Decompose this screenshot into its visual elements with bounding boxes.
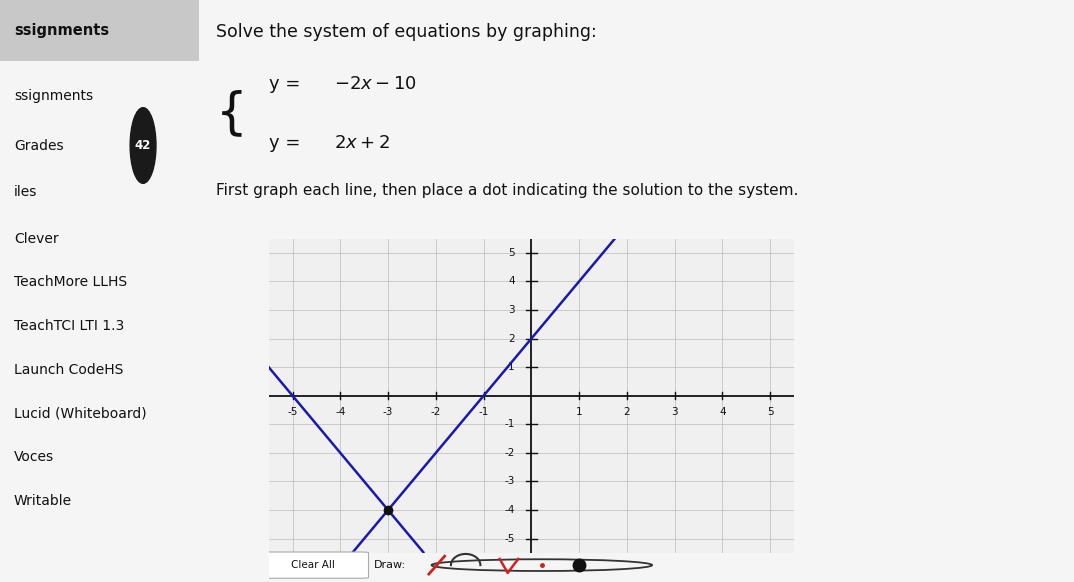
Text: -3: -3	[383, 407, 393, 417]
Text: 4: 4	[719, 407, 726, 417]
Text: Writable: Writable	[14, 494, 72, 508]
Text: -1: -1	[478, 407, 489, 417]
Text: 4: 4	[508, 276, 514, 286]
Text: ssignments: ssignments	[14, 89, 93, 103]
Text: 5: 5	[508, 248, 514, 258]
Text: Solve the system of equations by graphing:: Solve the system of equations by graphin…	[216, 23, 597, 41]
Text: Launch CodeHS: Launch CodeHS	[14, 363, 124, 377]
Text: 5: 5	[767, 407, 773, 417]
Text: -1: -1	[504, 419, 514, 430]
Text: Voces: Voces	[14, 450, 54, 464]
Text: -2: -2	[504, 448, 514, 458]
Text: 2: 2	[624, 407, 630, 417]
Text: Clear All: Clear All	[291, 560, 335, 570]
Text: Grades: Grades	[14, 139, 63, 152]
Text: ssignments: ssignments	[14, 23, 110, 38]
Text: y =: y =	[268, 134, 300, 151]
Text: -4: -4	[504, 505, 514, 515]
Text: 3: 3	[508, 305, 514, 315]
Text: 1: 1	[508, 362, 514, 372]
Text: -3: -3	[504, 477, 514, 487]
Text: Clever: Clever	[14, 232, 59, 246]
Text: Lucid (Whiteboard): Lucid (Whiteboard)	[14, 406, 146, 420]
Text: 1: 1	[576, 407, 582, 417]
Text: TeachTCI LTI 1.3: TeachTCI LTI 1.3	[14, 319, 125, 333]
Text: 2: 2	[508, 333, 514, 343]
Circle shape	[130, 108, 156, 183]
Text: iles: iles	[14, 185, 38, 199]
Text: First graph each line, then place a dot indicating the solution to the system.: First graph each line, then place a dot …	[216, 183, 799, 198]
Text: 3: 3	[671, 407, 678, 417]
Text: {: {	[216, 90, 248, 137]
Text: 42: 42	[135, 139, 151, 152]
Text: $-2x - 10$: $-2x - 10$	[334, 76, 417, 93]
Text: -4: -4	[335, 407, 346, 417]
FancyBboxPatch shape	[258, 552, 368, 579]
Text: $2x + 2$: $2x + 2$	[334, 134, 390, 151]
Text: Draw:: Draw:	[374, 560, 406, 570]
Text: TeachMore LLHS: TeachMore LLHS	[14, 275, 127, 289]
Bar	[0, 0, 199, 61]
Text: -5: -5	[288, 407, 297, 417]
Text: y =: y =	[268, 76, 300, 93]
Text: -5: -5	[504, 534, 514, 544]
Text: -2: -2	[431, 407, 441, 417]
